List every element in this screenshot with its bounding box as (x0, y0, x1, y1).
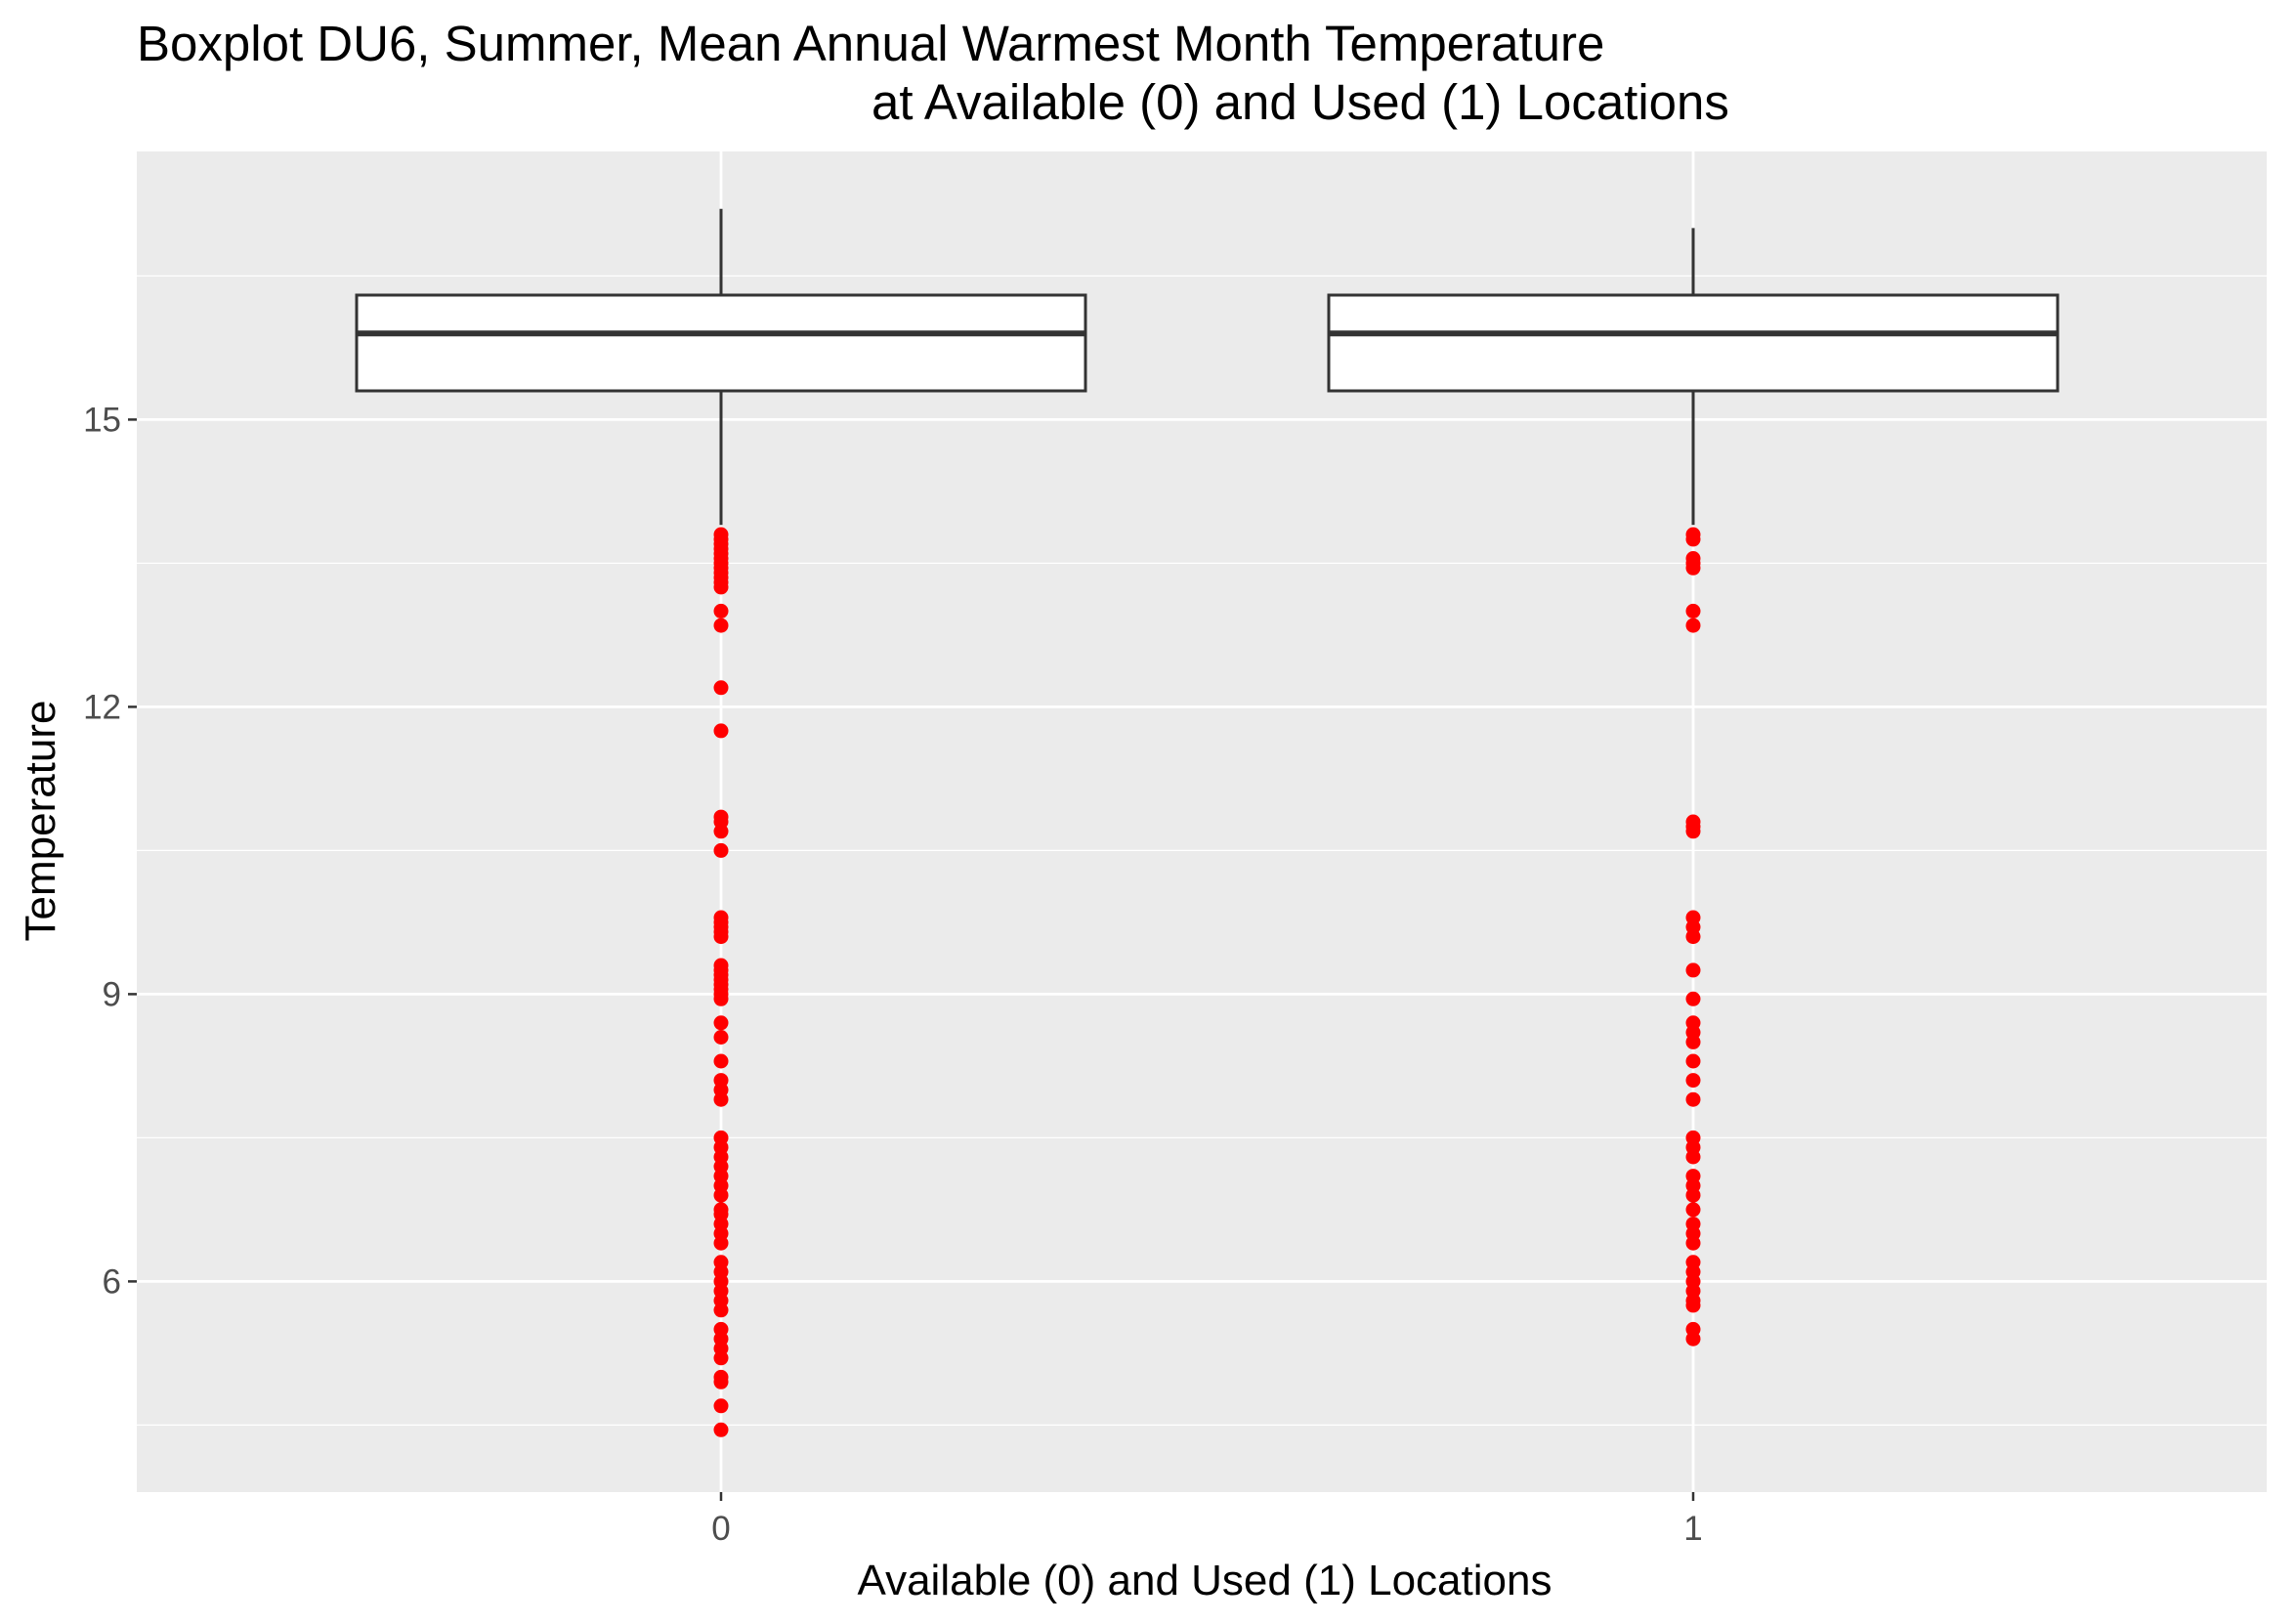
box-0 (355, 208, 1087, 1437)
outlier-point (1685, 1298, 1701, 1313)
outlier-point (713, 1235, 729, 1251)
outlier-point (713, 1303, 729, 1318)
outlier-point (1685, 929, 1701, 945)
y-tick-label: 9 (103, 975, 121, 1013)
outlier-point (713, 1350, 729, 1366)
y-axis-label: Temperature (17, 700, 64, 941)
outlier-point (713, 1398, 729, 1414)
outlier-point (713, 824, 729, 839)
outlier-point (713, 1187, 729, 1203)
outlier-point (1685, 991, 1701, 1006)
outlier-point (713, 842, 729, 858)
outlier-point (1685, 1149, 1701, 1165)
x-tick-label: 0 (711, 1510, 730, 1548)
x-tick-label: 1 (1683, 1510, 1702, 1548)
outlier-point (713, 1015, 729, 1031)
outlier-point (1685, 824, 1701, 839)
outlier-point (1685, 1073, 1701, 1089)
outlier-point (713, 618, 729, 633)
iqr-box (1327, 293, 2060, 393)
outlier-point (713, 1030, 729, 1045)
outlier-point (1685, 603, 1701, 619)
outlier-point (713, 1091, 729, 1107)
outlier-point (1685, 1053, 1701, 1069)
outlier-point (713, 603, 729, 619)
outlier-point (1685, 962, 1701, 978)
iqr-box (355, 293, 1087, 393)
outlier-point (1685, 1202, 1701, 1218)
outlier-point (713, 723, 729, 739)
outlier-point (1685, 1034, 1701, 1049)
outlier-point (1685, 1235, 1701, 1251)
outlier-point (1685, 1187, 1701, 1203)
outlier-point (713, 1422, 729, 1437)
outlier-point (713, 1053, 729, 1069)
outlier-point (1685, 1331, 1701, 1346)
y-tick-label: 12 (83, 688, 121, 726)
box-1 (1327, 228, 2060, 1346)
plot-panel (137, 151, 2267, 1492)
outlier-point (1685, 532, 1701, 547)
outlier-point (1685, 1091, 1701, 1107)
outlier-point (713, 680, 729, 696)
chart-title-line1: Boxplot DU6, Summer, Mean Annual Warmest… (137, 16, 1604, 71)
outlier-point (713, 991, 729, 1006)
outlier-point (1685, 618, 1701, 633)
outlier-point (1685, 560, 1701, 576)
outlier-point (713, 579, 729, 595)
axes: 6 9 12 15 0 1 (83, 401, 1703, 1548)
outlier-point (713, 929, 729, 945)
x-axis-label: Available (0) and Used (1) Locations (858, 1557, 1552, 1604)
y-tick-label: 6 (103, 1262, 121, 1301)
chart-title-line2: at Available (0) and Used (1) Locations (872, 74, 1729, 130)
outlier-point (713, 1374, 729, 1389)
y-tick-label: 15 (83, 401, 121, 439)
